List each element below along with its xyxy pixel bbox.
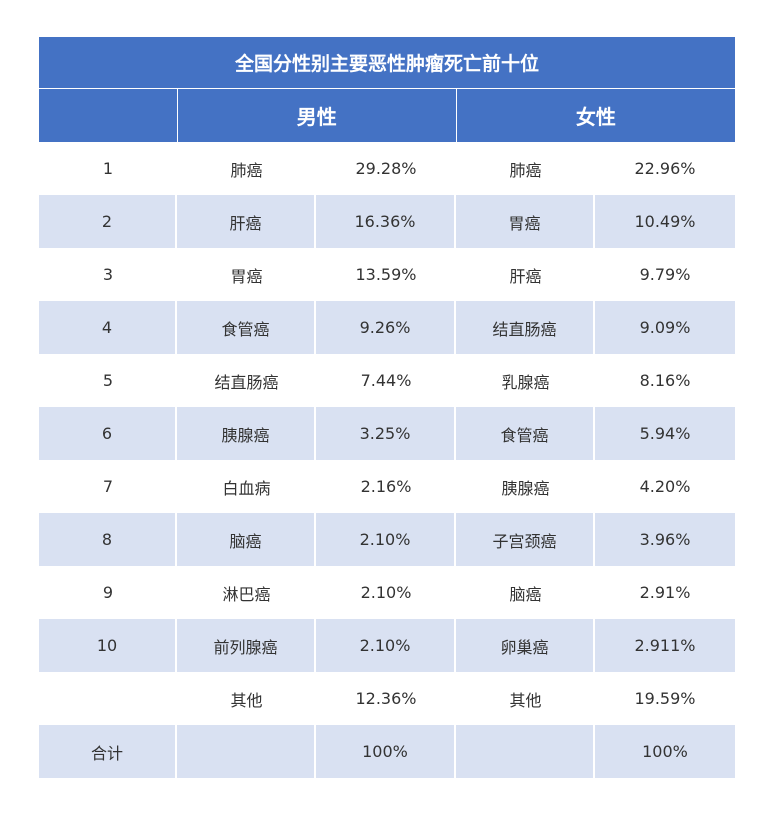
female-percentage: 100% — [642, 742, 688, 761]
rank-cell — [39, 672, 177, 725]
female-percentage: 19.59% — [634, 689, 696, 708]
female-cancer-name: 结直肠癌 — [456, 301, 595, 354]
table-row: 5 结直肠癌 7.44% 乳腺癌 8.16% — [39, 354, 735, 407]
rank-cell: 5 — [102, 371, 114, 390]
table-row: 7 白血病 2.16% 胰腺癌 4.20% — [39, 460, 735, 513]
rank-cell: 1 — [102, 159, 114, 178]
table-header-row: 男性 女性 — [39, 89, 735, 142]
male-cancer-name: 其他 — [230, 690, 263, 710]
table-row: 4 食管癌 9.26% 结直肠癌 9.09% — [39, 301, 735, 354]
table-row: 6 胰腺癌 3.25% 食管癌 5.94% — [39, 407, 735, 460]
male-percentage: 2.10% — [316, 619, 456, 672]
male-percentage: 2.16% — [360, 477, 412, 496]
header-female: 女性 — [575, 105, 616, 129]
table-row: 1 肺癌 29.28% 肺癌 22.96% — [39, 142, 735, 195]
male-cancer-name: 白血病 — [222, 478, 271, 498]
female-cancer-name: 卵巢癌 — [456, 619, 595, 672]
female-cancer-name: 胰腺癌 — [501, 478, 550, 498]
cancer-mortality-table: 全国分性别主要恶性肿瘤死亡前十位 男性 女性 1 肺癌 29.28% 肺癌 22.96%… — [39, 37, 735, 778]
female-cancer-name: 肝癌 — [509, 266, 542, 286]
female-percentage: 8.16% — [639, 371, 691, 390]
female-percentage: 3.96% — [639, 530, 691, 549]
female-percentage: 10.49% — [634, 212, 696, 231]
table-row: 8 脑癌 2.10% 子宫颈癌 3.96% — [39, 513, 735, 566]
female-percentage: 4.20% — [639, 477, 691, 496]
rank-cell: 2 — [39, 195, 177, 248]
male-cancer-name: 结直肠癌 — [214, 372, 279, 392]
female-cancer-name: 其他 — [509, 690, 542, 710]
female-percentage: 9.09% — [639, 318, 691, 337]
male-percentage: 7.44% — [360, 371, 412, 390]
rank-cell: 3 — [102, 265, 114, 284]
header-male: 男性 — [178, 89, 457, 142]
male-percentage: 12.36% — [355, 689, 417, 708]
female-cancer-name: 子宫颈癌 — [456, 513, 595, 566]
male-percentage: 100% — [316, 725, 456, 778]
rank-cell: 10 — [39, 619, 177, 672]
table-row: 其他 12.36% 其他 19.59% — [39, 672, 735, 725]
male-cancer-name: 前列腺癌 — [177, 619, 316, 672]
female-cancer-name: 乳腺癌 — [501, 372, 550, 392]
rank-cell: 4 — [39, 301, 177, 354]
table-row: 10 前列腺癌 2.10% 卵巢癌 2.911% — [39, 619, 735, 672]
male-cancer-name: 食管癌 — [177, 301, 316, 354]
female-percentage: 9.79% — [639, 265, 691, 284]
female-cancer-name — [456, 725, 595, 778]
male-percentage: 16.36% — [316, 195, 456, 248]
rank-cell: 9 — [102, 583, 114, 602]
female-cancer-name: 食管癌 — [456, 407, 595, 460]
female-cancer-name: 脑癌 — [509, 584, 542, 604]
male-cancer-name: 肺癌 — [230, 160, 263, 180]
female-percentage: 22.96% — [634, 159, 696, 178]
rank-cell: 6 — [39, 407, 177, 460]
male-percentage: 9.26% — [316, 301, 456, 354]
table-row: 合计 100% 100% — [39, 725, 735, 778]
male-percentage: 2.10% — [316, 513, 456, 566]
male-percentage: 3.25% — [316, 407, 456, 460]
rank-cell: 7 — [102, 477, 114, 496]
female-percentage: 2.911% — [634, 636, 696, 655]
rank-cell: 8 — [39, 513, 177, 566]
male-cancer-name: 脑癌 — [177, 513, 316, 566]
male-percentage: 29.28% — [355, 159, 417, 178]
male-cancer-name: 淋巴癌 — [222, 584, 271, 604]
table-row: 2 肝癌 16.36% 胃癌 10.49% — [39, 195, 735, 248]
table-row: 3 胃癌 13.59% 肝癌 9.79% — [39, 248, 735, 301]
table-row: 9 淋巴癌 2.10% 脑癌 2.91% — [39, 566, 735, 619]
male-cancer-name: 胃癌 — [230, 266, 263, 286]
male-percentage: 13.59% — [355, 265, 417, 284]
female-percentage: 5.94% — [639, 424, 691, 443]
male-cancer-name: 胰腺癌 — [177, 407, 316, 460]
male-cancer-name: 肝癌 — [177, 195, 316, 248]
female-cancer-name: 胃癌 — [456, 195, 595, 248]
male-cancer-name — [177, 725, 316, 778]
rank-cell: 合计 — [39, 725, 177, 778]
male-percentage: 2.10% — [360, 583, 412, 602]
female-cancer-name: 肺癌 — [509, 160, 542, 180]
header-rank-cell — [39, 89, 178, 142]
table-title: 全国分性别主要恶性肿瘤死亡前十位 — [39, 37, 735, 89]
table-body: 1 肺癌 29.28% 肺癌 22.96% 2 肝癌 16.36% 胃癌 10.49% 3 胃癌 13.… — [39, 142, 735, 778]
female-percentage: 2.91% — [639, 583, 691, 602]
